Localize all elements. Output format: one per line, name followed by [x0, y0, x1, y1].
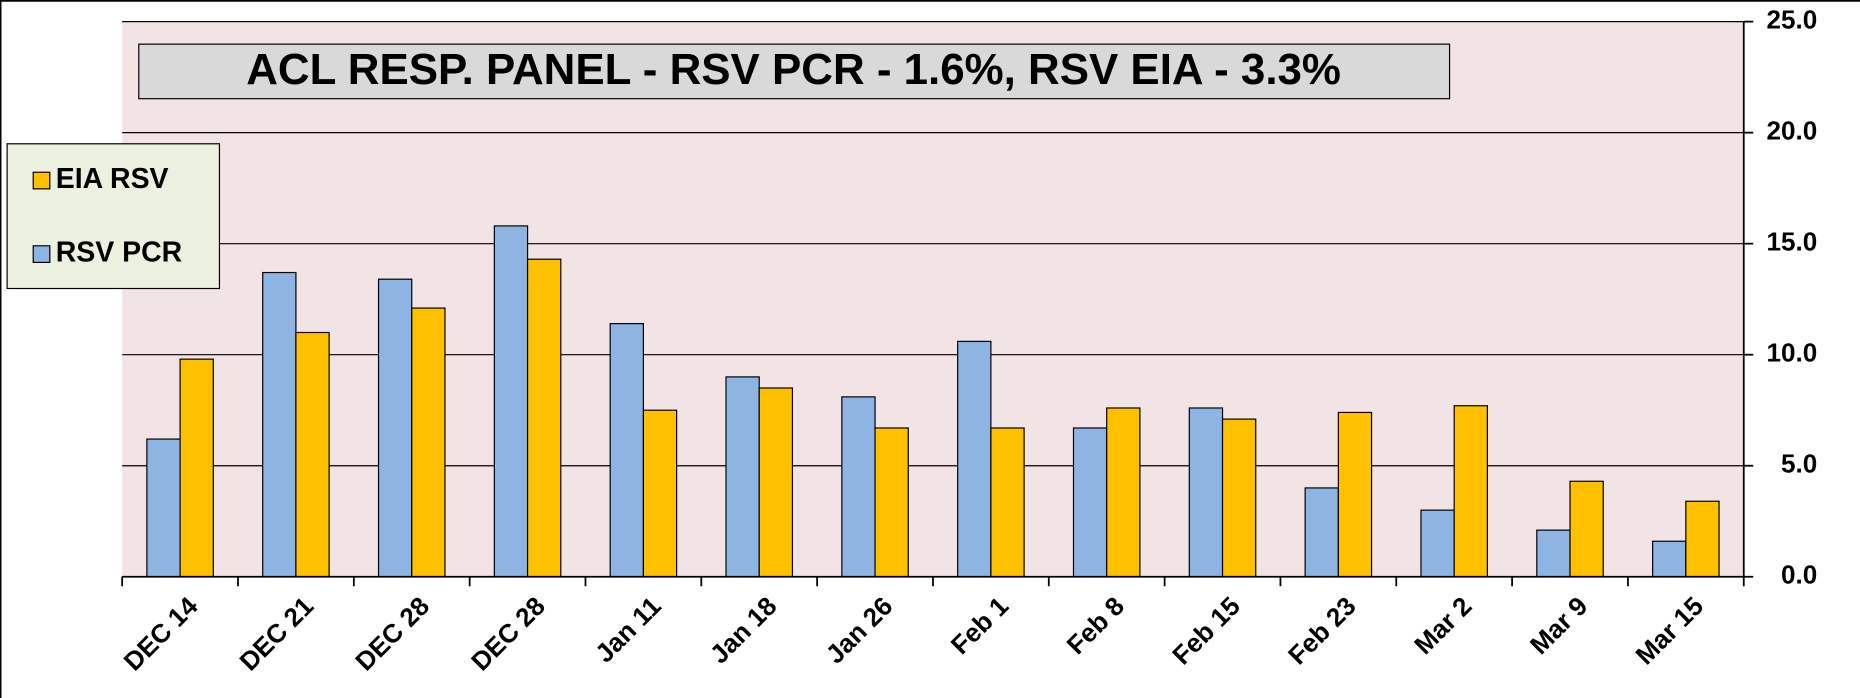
- title-box: [138, 43, 1451, 100]
- x-tick-label: Feb 1: [945, 591, 1014, 660]
- bar: [493, 225, 529, 578]
- bar: [1188, 407, 1224, 578]
- x-tick-label: DEC 28: [349, 591, 435, 677]
- x-tick-label: Mar 15: [1630, 591, 1710, 671]
- bar: [1221, 418, 1257, 578]
- x-tick-label: Jan 11: [589, 591, 667, 669]
- bar: [1569, 480, 1604, 578]
- x-tick-label: Jan 18: [704, 591, 783, 670]
- bar: [1337, 411, 1373, 578]
- bar: [1652, 540, 1687, 578]
- y-tick-label: 10.0: [1767, 338, 1818, 368]
- bar: [609, 323, 644, 578]
- legend: EIA RSV RSV PCR: [32, 163, 182, 269]
- bar: [1536, 529, 1571, 578]
- bar: [295, 331, 330, 578]
- bar: [874, 427, 909, 578]
- bar: [725, 376, 760, 578]
- x-tick-label: Feb 23: [1282, 591, 1362, 671]
- bar: [377, 278, 413, 578]
- legend-label: EIA RSV: [56, 163, 169, 195]
- plot-area: [122, 21, 1744, 577]
- x-tick-label: Feb 8: [1061, 591, 1130, 660]
- bar: [957, 340, 992, 578]
- bar: [758, 387, 794, 578]
- x-tick-label: Jan 26: [820, 591, 899, 670]
- x-tick-label: Mar 2: [1408, 591, 1477, 660]
- y-tick-label: 25.0: [1767, 4, 1818, 34]
- y-tick-label: 20.0: [1767, 116, 1818, 146]
- bar: [1685, 500, 1720, 578]
- x-tick-label: Mar 9: [1524, 591, 1593, 660]
- bar: [1072, 427, 1108, 578]
- x-tick-label: Feb 15: [1166, 591, 1246, 671]
- bar: [841, 396, 876, 578]
- y-tick-label: 5.0: [1781, 449, 1817, 479]
- bar: [1106, 407, 1141, 578]
- legend-box: [6, 143, 221, 290]
- legend-swatch: [32, 171, 51, 190]
- x-tick-label: DEC 28: [465, 591, 551, 677]
- legend-swatch: [32, 245, 51, 263]
- bar: [146, 438, 181, 578]
- x-tick-label: DEC 21: [233, 591, 319, 677]
- bar: [526, 258, 562, 578]
- bar: [262, 271, 297, 578]
- bar: [411, 307, 446, 578]
- bar: [990, 427, 1025, 578]
- bars: [146, 225, 1720, 578]
- x-tick-label: DEC 14: [118, 590, 204, 676]
- legend-label: RSV PCR: [56, 237, 182, 269]
- bar: [179, 358, 214, 578]
- bar: [1304, 487, 1339, 578]
- bar: [1420, 509, 1455, 578]
- y-tick-label: 15.0: [1767, 227, 1818, 257]
- chart-title: ACL RESP. PANEL - RSV PCR - 1.6%, RSV EI…: [246, 45, 1341, 94]
- y-tick-label: 0.0: [1781, 560, 1817, 590]
- bar: [1453, 405, 1488, 578]
- bar: [642, 409, 678, 578]
